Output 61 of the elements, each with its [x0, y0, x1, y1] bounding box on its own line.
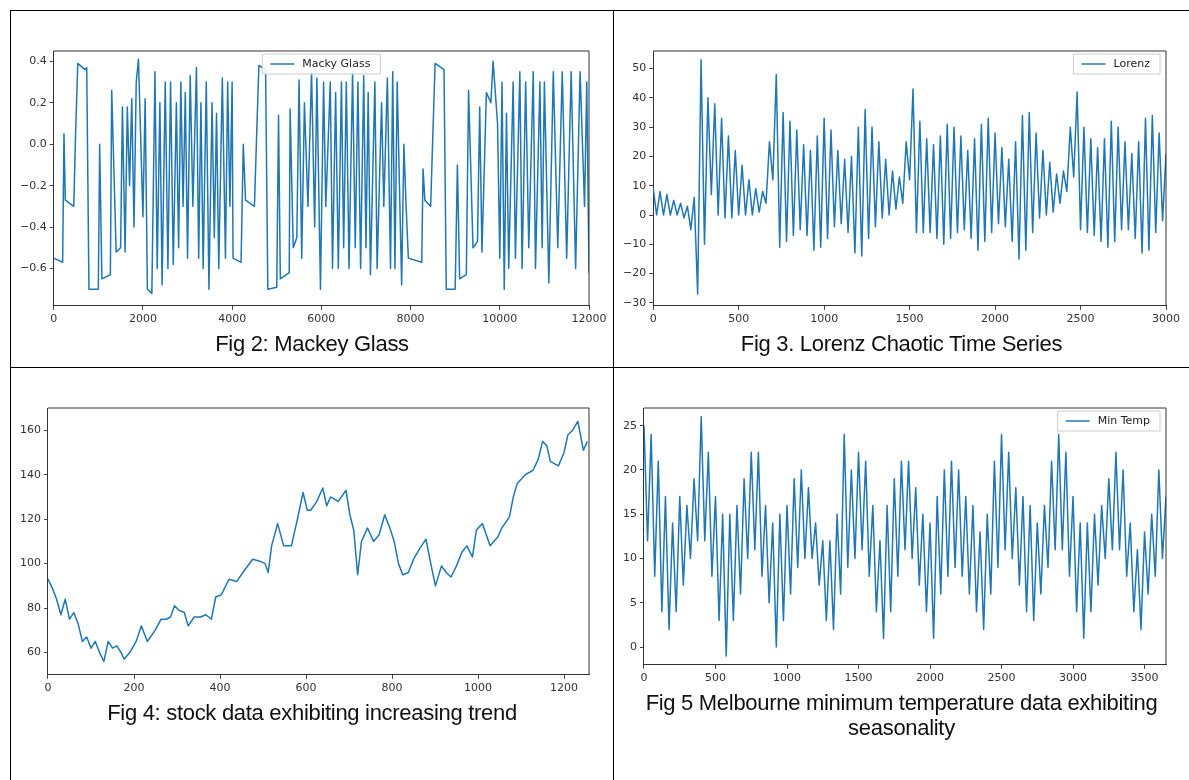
text: Fig 2: Mackey Glass [214, 330, 410, 356]
y-tick-label: 160 [20, 423, 41, 437]
y-tick-label: 20 [632, 149, 647, 163]
x-tick-label: 3000 [1059, 671, 1088, 685]
y-tick-label: 0 [630, 639, 637, 653]
y-tick-label: 25 [623, 418, 637, 432]
y-tick-label: 30 [632, 120, 647, 134]
x-tick-label: 1500 [844, 671, 873, 685]
x-tick-label: 0 [50, 312, 58, 326]
y-tick-label: 50 [632, 61, 647, 75]
x-tick-label: 0 [649, 312, 657, 326]
text: Fig 5 Melbourne minimum temperature data exhibiting seasonality [644, 689, 1159, 740]
y-tick-label: 0.4 [29, 54, 47, 68]
x-tick-label: 10000 [482, 312, 518, 326]
legend-label: Lorenz [1113, 56, 1151, 70]
legend-label: Min Temp [1097, 413, 1151, 427]
x-tick-label: 200 [123, 681, 145, 695]
x-tick-label: 800 [381, 681, 403, 695]
y-tick-label: −30 [623, 295, 647, 309]
x-tick-label: 2000 [981, 312, 1010, 326]
x-tick-label: 1200 [550, 681, 579, 695]
y-tick-label: 10 [623, 551, 637, 565]
y-tick-label: −10 [623, 237, 647, 251]
x-tick-label: 3500 [1130, 671, 1159, 685]
y-tick-label: −0.4 [19, 219, 47, 233]
text: Fig 3. Lorenz Chaotic Time Series [739, 330, 1064, 356]
x-tick-label: 2500 [1066, 312, 1095, 326]
x-tick-label: 1000 [773, 671, 802, 685]
text: Fig 4: stock data exhibiting increasing trend [106, 699, 518, 725]
y-tick-label: 140 [20, 467, 41, 481]
x-tick-label: 6000 [307, 312, 336, 326]
y-tick-label: 100 [20, 556, 41, 570]
y-tick-label: 10 [632, 178, 647, 192]
x-tick-label: 1000 [464, 681, 493, 695]
y-tick-label: 60 [27, 645, 41, 659]
x-tick-label: 2000 [128, 312, 157, 326]
y-tick-label: 80 [27, 600, 41, 614]
y-tick-label: −20 [623, 266, 647, 280]
y-tick-label: 20 [623, 462, 637, 476]
x-tick-label: 1500 [895, 312, 924, 326]
y-tick-label: 0.0 [29, 137, 47, 151]
y-tick-label: 40 [632, 90, 647, 104]
x-tick-label: 600 [295, 681, 317, 695]
y-tick-label: 0.2 [29, 95, 47, 109]
y-tick-label: −0.2 [19, 178, 47, 192]
x-tick-label: 500 [705, 671, 726, 685]
x-tick-label: 2500 [987, 671, 1016, 685]
x-tick-label: 8000 [396, 312, 425, 326]
x-tick-label: 2000 [916, 671, 945, 685]
x-tick-label: 12000 [571, 312, 607, 326]
x-tick-label: 1000 [810, 312, 839, 326]
y-tick-label: 5 [630, 595, 637, 609]
x-tick-label: 4000 [218, 312, 247, 326]
y-tick-label: 15 [623, 507, 637, 521]
y-tick-label: 0 [639, 207, 647, 221]
x-tick-label: 500 [728, 312, 750, 326]
legend-label: Macky Glass [302, 56, 371, 70]
x-tick-label: 400 [209, 681, 231, 695]
x-tick-label: 3000 [1152, 312, 1180, 326]
y-tick-label: 120 [20, 512, 41, 526]
y-tick-label: −0.6 [19, 261, 47, 275]
